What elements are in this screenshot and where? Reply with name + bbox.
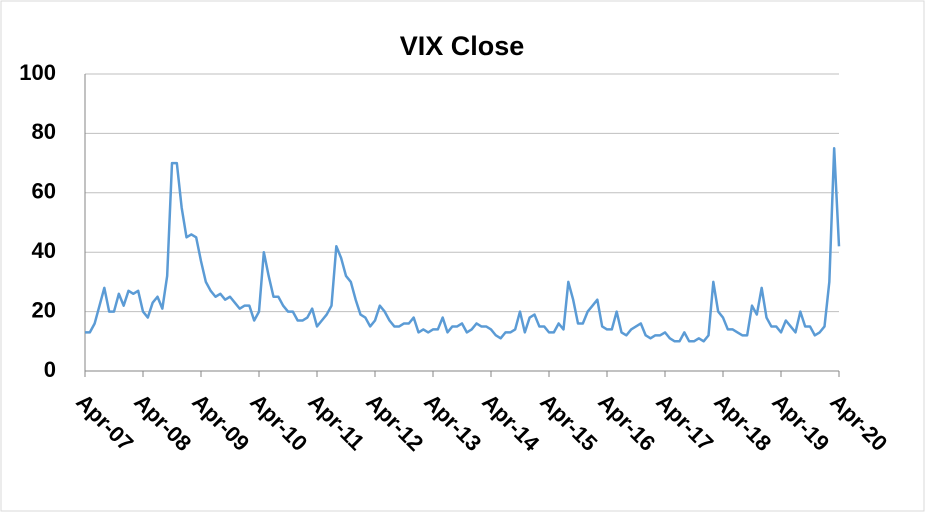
y-tick-label: 100	[19, 60, 56, 85]
line-series	[85, 147, 841, 343]
y-tick-label: 60	[32, 179, 56, 204]
y-tick-label: 20	[32, 297, 56, 322]
y-tick-label: 40	[32, 238, 56, 263]
y-tick-label: 0	[44, 357, 56, 382]
chart-title: VIX Close	[400, 31, 525, 61]
y-tick-label: 80	[32, 119, 56, 144]
